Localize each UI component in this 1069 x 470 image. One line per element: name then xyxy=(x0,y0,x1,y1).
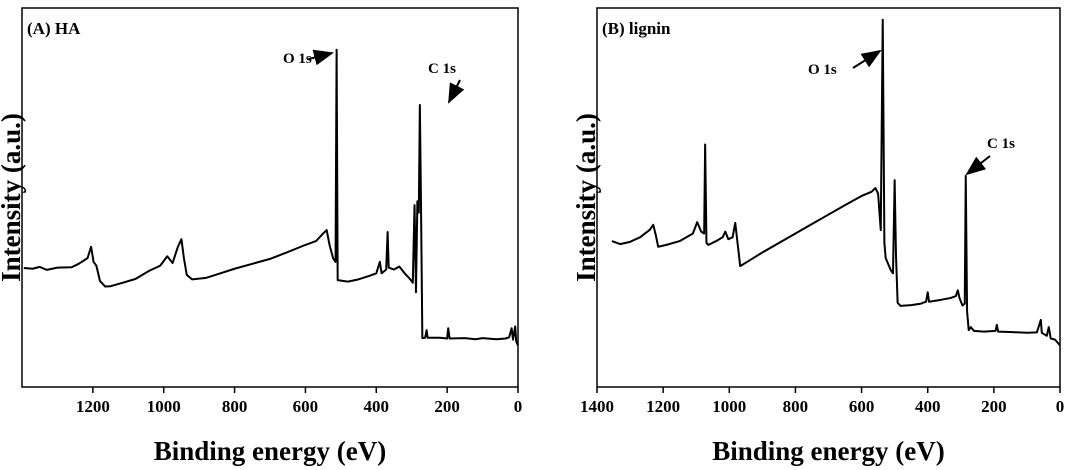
annotation: O 1s xyxy=(283,51,312,67)
arrow xyxy=(308,49,334,66)
x-tick-label: 800 xyxy=(783,397,809,416)
x-tick-label: 400 xyxy=(364,397,390,416)
annotation: C 1s xyxy=(987,136,1015,152)
spectrum-line xyxy=(611,18,1061,346)
annotation: O 1s xyxy=(808,62,837,78)
x-tick-label: 1400 xyxy=(580,397,614,416)
x-tick-label: 0 xyxy=(514,397,523,416)
x-tick-label: 400 xyxy=(915,397,941,416)
x-tick-label: 0 xyxy=(1056,397,1065,416)
x-tick-label: 200 xyxy=(981,397,1007,416)
x-tick-label: 200 xyxy=(434,397,460,416)
plot-frame xyxy=(596,7,1061,388)
x-tick-label: 600 xyxy=(849,397,875,416)
x-tick-label: 1000 xyxy=(147,397,181,416)
arrow xyxy=(448,79,465,104)
spectrum-line xyxy=(23,48,519,346)
plot-frame xyxy=(21,7,519,388)
x-axis-label: Binding energy (eV) xyxy=(712,436,945,466)
x-tick-label: 800 xyxy=(222,397,248,416)
y-axis-label: Intensity (a.u.) xyxy=(0,113,26,282)
annotation: C 1s xyxy=(428,61,456,77)
x-tick-label: 600 xyxy=(293,397,319,416)
x-axis-label: Binding energy (eV) xyxy=(154,436,387,466)
panel-title: (B) lignin xyxy=(602,19,671,38)
arrow xyxy=(965,155,991,176)
x-tick-label: 1200 xyxy=(76,397,110,416)
arrow xyxy=(852,49,882,69)
x-tick-label: 1200 xyxy=(646,397,680,416)
x-tick-label: 1000 xyxy=(712,397,746,416)
panel-title: (A) HA xyxy=(27,19,81,38)
y-axis-label: Intensity (a.u.) xyxy=(571,113,601,282)
